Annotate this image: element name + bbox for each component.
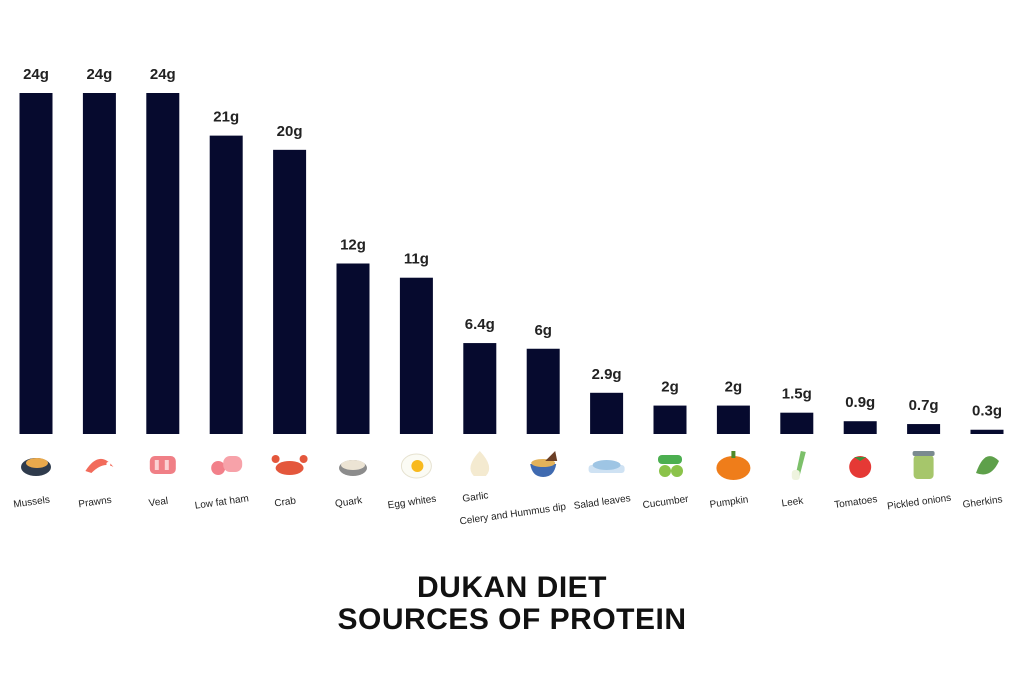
ham-icon [211,456,243,475]
category-label-cucumber: Cucumber [642,494,690,511]
hummus-dip-icon [530,451,558,477]
salad-icon [588,460,625,473]
bar-egg-whites [399,277,433,434]
category-label-prawns: Prawns [78,495,113,511]
bar-prawns [82,93,116,434]
bar-leek [780,412,814,434]
value-label-gherkins: 0.3g [972,403,1002,420]
bar-low-fat-ham [209,135,243,434]
garlic-icon [470,451,490,476]
category-label-mussels: Mussels [13,495,51,511]
value-label-pumpkin: 2g [725,379,743,396]
bar-quark [336,263,370,434]
category-label-leek: Leek [781,495,805,509]
leek-icon [791,451,806,480]
value-label-salad-leaves: 2.9g [592,366,622,383]
category-label-celery-and-hummus-dip: Celery and Hummus dip [459,502,567,528]
value-label-egg-whites: 11g [404,251,429,268]
value-label-garlic: 6.4g [465,316,495,333]
bar-pumpkin [716,405,750,434]
food-icons-group [21,451,999,480]
value-labels-group: 24g 24g 24g 21g 20g 12g 11g 6.4g 6g 2.9g 2g 2g 1.5g 0… [23,66,1002,420]
value-label-celery-and-hummus-dip: 6g [534,322,552,339]
gherkin-icon [976,456,999,475]
category-label-low-fat-ham: Low fat ham [194,493,249,511]
bar-pickled-onions [907,424,941,434]
bar-crab [273,149,307,435]
pickled-onions-jar-icon [912,451,935,479]
bar-mussels [19,93,53,434]
value-label-mussels: 24g [23,66,49,83]
value-label-pickled-onions: 0.7g [909,397,939,414]
mussel-icon [21,458,51,476]
category-label-crab: Crab [274,496,297,510]
bar-tomatoes [843,421,877,434]
value-label-quark: 12g [340,237,366,254]
chart-title-line-2: SOURCES OF PROTEIN [337,603,687,636]
cucumber-icon [658,455,683,477]
pumpkin-icon [716,451,751,480]
category-labels-group: Mussels Prawns Veal Low fat ham Crab Quark Egg… [13,490,1004,527]
category-label-quark: Quark [334,495,363,510]
value-label-prawns: 24g [86,66,112,83]
prawn-icon [85,458,114,473]
crab-icon [271,455,308,475]
value-label-low-fat-ham: 21g [213,109,239,126]
tomato-icon [849,456,872,478]
bar-garlic [463,343,497,434]
bar-cucumber [653,405,687,434]
category-label-veal: Veal [148,496,169,510]
chart-title-line-1: DUKAN DIET [417,571,607,604]
quark-icon [339,460,367,476]
bar-veal [146,93,180,434]
category-label-garlic: Garlic [462,490,489,505]
bars-group [19,93,1004,435]
bar-gherkins [970,429,1004,434]
value-label-cucumber: 2g [661,379,679,396]
value-label-leek: 1.5g [782,386,812,403]
egg-icon [400,453,432,479]
category-label-salad-leaves: Salad leaves [573,493,631,512]
value-label-tomatoes: 0.9g [845,394,875,411]
bar-salad-leaves [590,392,624,434]
veal-icon [149,456,176,474]
category-label-tomatoes: Tomatoes [834,494,878,511]
category-label-pickled-onions: Pickled onions [887,493,952,513]
value-label-crab: 20g [277,123,303,140]
category-label-pumpkin: Pumpkin [709,494,749,510]
category-label-gherkins: Gherkins [962,494,1003,510]
value-label-veal: 24g [150,66,176,83]
category-label-egg-whites: Egg whites [387,494,437,512]
bar-celery-and-hummus-dip [526,348,560,434]
